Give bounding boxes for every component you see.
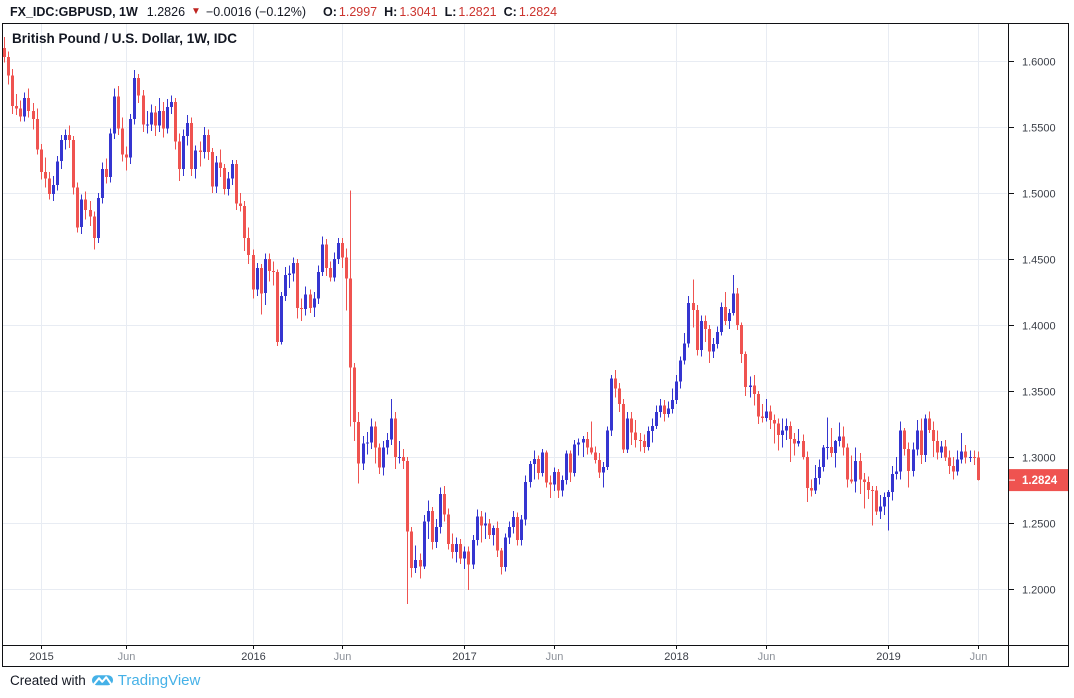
symbol-interval-label: FX_IDC:GBPUSD, 1W bbox=[10, 4, 138, 19]
candles-layer bbox=[3, 37, 980, 605]
tradingview-brand-link[interactable]: TradingView bbox=[117, 672, 201, 689]
svg-text:2016: 2016 bbox=[241, 651, 265, 663]
svg-text:1.2000: 1.2000 bbox=[1022, 585, 1056, 597]
chart-title: British Pound / U.S. Dollar, 1W, IDC bbox=[12, 31, 238, 46]
close-label: C: bbox=[503, 4, 517, 19]
ohlc-header: FX_IDC:GBPUSD, 1W 1.2826 ▼ −0.0016 (−0.1… bbox=[0, 0, 1074, 23]
close-value: 1.2824 bbox=[518, 4, 558, 19]
svg-text:1.3500: 1.3500 bbox=[1022, 387, 1056, 399]
open-value: 1.2997 bbox=[338, 4, 378, 19]
low-label: L: bbox=[444, 4, 457, 19]
price-down-icon: ▼ bbox=[191, 5, 201, 17]
svg-text:1.2824: 1.2824 bbox=[1022, 475, 1058, 487]
svg-text:2015: 2015 bbox=[29, 651, 53, 663]
svg-text:1.4000: 1.4000 bbox=[1022, 321, 1056, 333]
chart-frame bbox=[2, 23, 1069, 667]
svg-text:Jun: Jun bbox=[118, 651, 136, 663]
svg-text:Jun: Jun bbox=[334, 651, 352, 663]
last-price-badge: 1.2824 bbox=[1009, 469, 1068, 492]
low-value: 1.2821 bbox=[458, 4, 497, 19]
open-label: O: bbox=[323, 4, 337, 19]
svg-text:1.5500: 1.5500 bbox=[1022, 123, 1056, 135]
high-value: 1.3041 bbox=[399, 4, 438, 19]
svg-text:2019: 2019 bbox=[876, 651, 900, 663]
last-price: 1.2826 bbox=[146, 4, 186, 19]
price-change: −0.0016 (−0.12%) bbox=[205, 4, 307, 19]
created-with-label: Created with bbox=[10, 673, 86, 688]
svg-text:1.5000: 1.5000 bbox=[1022, 189, 1056, 201]
svg-text:1.6000: 1.6000 bbox=[1022, 57, 1056, 69]
svg-text:1.2500: 1.2500 bbox=[1022, 519, 1056, 531]
svg-text:Jun: Jun bbox=[758, 651, 776, 663]
svg-text:Jun: Jun bbox=[546, 651, 564, 663]
time-axis[interactable]: 2015 Jun 2016 Jun 2017 Jun 2018 Jun 2019 Jun bbox=[29, 645, 987, 663]
svg-text:Jun: Jun bbox=[970, 651, 988, 663]
svg-text:2018: 2018 bbox=[664, 651, 688, 663]
price-axis[interactable]: 1.6000 1.5500 1.5000 1.4500 1.4000 1.3500 1.30… bbox=[1008, 57, 1056, 597]
tradingview-logo-icon[interactable] bbox=[91, 673, 114, 689]
svg-text:2017: 2017 bbox=[452, 651, 476, 663]
footer-attribution: Created with TradingView bbox=[10, 672, 200, 689]
svg-text:1.4500: 1.4500 bbox=[1022, 255, 1056, 267]
svg-text:1.3000: 1.3000 bbox=[1022, 453, 1056, 465]
grid-layer bbox=[3, 24, 1007, 644]
high-label: H: bbox=[384, 4, 398, 19]
